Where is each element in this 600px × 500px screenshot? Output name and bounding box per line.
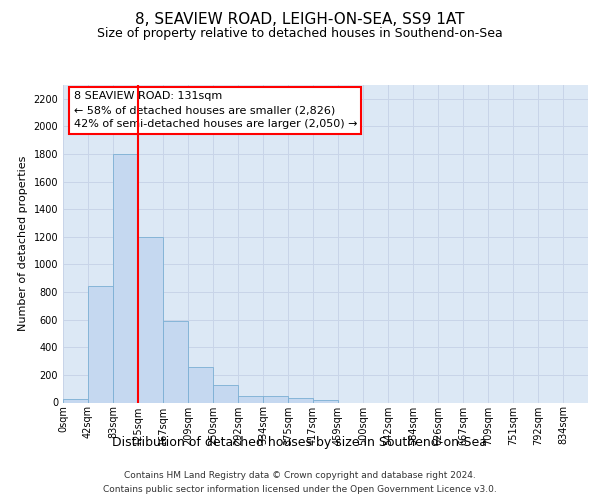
- Bar: [313, 400, 338, 402]
- Text: 8, SEAVIEW ROAD, LEIGH-ON-SEA, SS9 1AT: 8, SEAVIEW ROAD, LEIGH-ON-SEA, SS9 1AT: [135, 12, 465, 28]
- Text: Distribution of detached houses by size in Southend-on-Sea: Distribution of detached houses by size …: [113, 436, 487, 449]
- Bar: [63, 399, 88, 402]
- Text: Contains HM Land Registry data © Crown copyright and database right 2024.: Contains HM Land Registry data © Crown c…: [124, 472, 476, 480]
- Bar: [138, 237, 163, 402]
- Bar: [238, 396, 263, 402]
- Text: Size of property relative to detached houses in Southend-on-Sea: Size of property relative to detached ho…: [97, 28, 503, 40]
- Bar: [163, 321, 188, 402]
- Y-axis label: Number of detached properties: Number of detached properties: [18, 156, 28, 332]
- Text: 8 SEAVIEW ROAD: 131sqm
← 58% of detached houses are smaller (2,826)
42% of semi-: 8 SEAVIEW ROAD: 131sqm ← 58% of detached…: [74, 92, 357, 130]
- Bar: [113, 154, 138, 402]
- Bar: [213, 385, 238, 402]
- Bar: [288, 398, 313, 402]
- Text: Contains public sector information licensed under the Open Government Licence v3: Contains public sector information licen…: [103, 484, 497, 494]
- Bar: [263, 396, 288, 402]
- Bar: [88, 286, 113, 403]
- Bar: [188, 366, 213, 402]
